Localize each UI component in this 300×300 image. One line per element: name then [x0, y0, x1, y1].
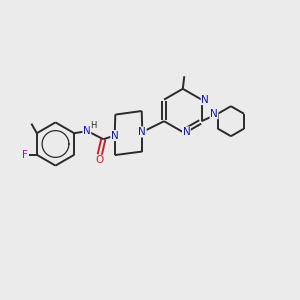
Text: N: N: [210, 109, 218, 119]
Text: H: H: [90, 121, 97, 130]
Text: N: N: [182, 127, 190, 137]
Text: N: N: [138, 127, 146, 137]
Text: N: N: [83, 126, 91, 136]
Text: O: O: [96, 155, 104, 165]
Text: N: N: [111, 130, 119, 141]
Text: N: N: [201, 94, 209, 105]
Text: F: F: [22, 150, 28, 160]
